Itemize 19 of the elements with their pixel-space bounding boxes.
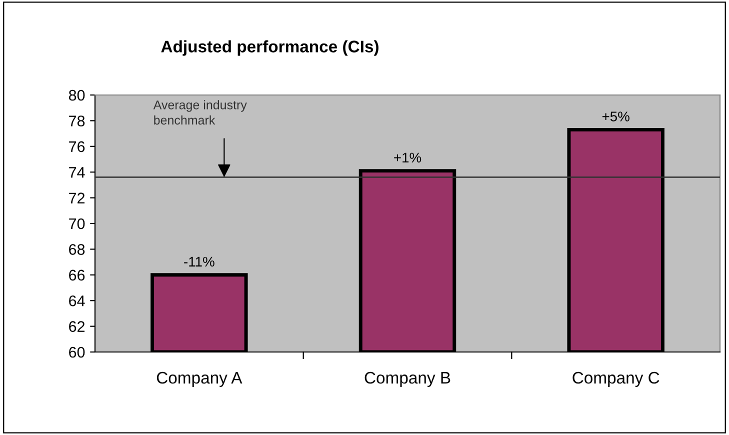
ref-line-label: Average industry benchmark <box>153 100 247 125</box>
y-tick-label: 70 <box>69 218 85 230</box>
y-tick-label: 76 <box>69 141 85 152</box>
y-tick-label: 80 <box>68 90 85 101</box>
annotation: +5% <box>602 112 630 122</box>
x-tick-label: Company B <box>364 372 450 387</box>
x-tick-label: Company A <box>156 372 242 387</box>
annotation: +1% <box>394 152 422 162</box>
y-tick-label: 68 <box>69 244 85 255</box>
chart-title: Adjusted performance (CIs) <box>161 40 378 56</box>
y-tick-label: 74 <box>69 167 85 178</box>
y-tick-label: 64 <box>69 295 85 306</box>
x-tick-label: Company C <box>572 372 660 387</box>
y-tick-label: 72 <box>69 192 85 204</box>
y-tick-label: 66 <box>69 270 85 281</box>
y-tick-label: 60 <box>69 346 85 358</box>
y-tick-label: 62 <box>69 321 85 332</box>
annotation: -11% <box>184 256 214 267</box>
y-tick-label: 78 <box>69 116 85 126</box>
